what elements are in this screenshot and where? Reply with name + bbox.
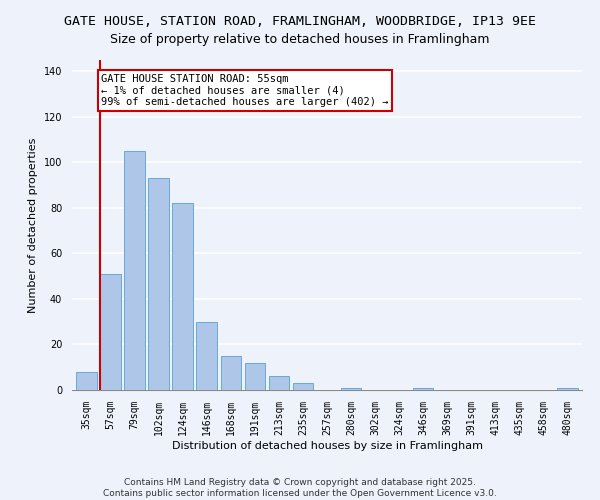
Text: Contains HM Land Registry data © Crown copyright and database right 2025.
Contai: Contains HM Land Registry data © Crown c… [103,478,497,498]
Text: Size of property relative to detached houses in Framlingham: Size of property relative to detached ho… [110,32,490,46]
Bar [124,151,145,390]
Bar [557,388,578,390]
Bar [76,372,97,390]
Bar [245,362,265,390]
Text: GATE HOUSE, STATION ROAD, FRAMLINGHAM, WOODBRIDGE, IP13 9EE: GATE HOUSE, STATION ROAD, FRAMLINGHAM, W… [64,15,536,28]
Bar [269,376,289,390]
Bar [172,204,193,390]
Bar [196,322,217,390]
Y-axis label: Number of detached properties: Number of detached properties [28,138,38,312]
Bar [413,388,433,390]
Bar [221,356,241,390]
Bar [341,388,361,390]
Bar [293,383,313,390]
X-axis label: Distribution of detached houses by size in Framlingham: Distribution of detached houses by size … [172,440,482,450]
Bar [100,274,121,390]
Bar [148,178,169,390]
Text: GATE HOUSE STATION ROAD: 55sqm
← 1% of detached houses are smaller (4)
99% of se: GATE HOUSE STATION ROAD: 55sqm ← 1% of d… [101,74,389,107]
